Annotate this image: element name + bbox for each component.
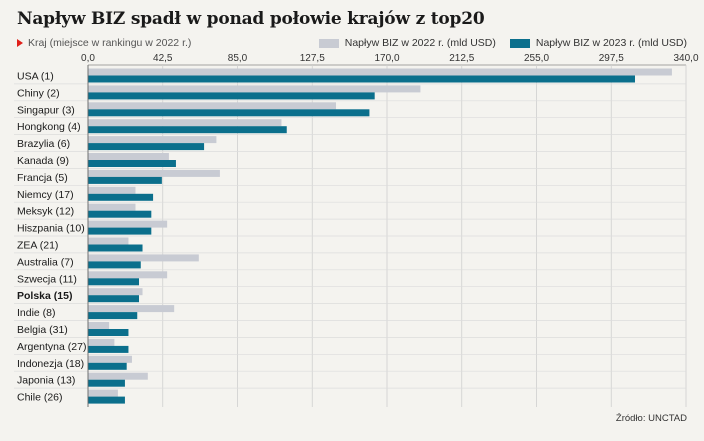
legend-item-2023: Napływ BIZ w 2023 r. (mld USD) — [509, 37, 687, 49]
legend: Napływ BIZ w 2022 r. (mld USD) Napływ BI… — [318, 37, 687, 49]
x-tick-label: 127,5 — [300, 53, 325, 64]
bar-2023 — [88, 193, 154, 201]
bar-2022 — [88, 220, 168, 228]
category-label: Indonezja (18) — [17, 358, 84, 370]
legend-item-2022: Napływ BIZ w 2022 r. (mld USD) — [318, 37, 496, 49]
category-label: Szwecja (11) — [17, 273, 77, 285]
bar-2023 — [88, 75, 635, 83]
bar-2023 — [88, 92, 375, 100]
bar-2023 — [88, 109, 370, 117]
bar-2023 — [88, 379, 125, 387]
bar-2022 — [88, 372, 148, 380]
bar-2022 — [88, 203, 136, 211]
category-label: Indie (8) — [17, 307, 56, 319]
bar-2023 — [88, 143, 205, 151]
category-label: Polska (15) — [17, 290, 72, 302]
bar-2022 — [88, 85, 421, 93]
bar-2022 — [88, 355, 132, 363]
x-tick-label: 0,0 — [81, 53, 95, 64]
bar-2023 — [88, 176, 162, 184]
bar-2023 — [88, 126, 287, 134]
x-tick-label: 42,5 — [153, 53, 173, 64]
category-label: Singapur (3) — [17, 104, 75, 116]
category-label: Kanada (9) — [17, 155, 69, 167]
category-label: Chile (26) — [17, 392, 63, 404]
bar-2022 — [88, 186, 136, 194]
subtitle-text: Kraj (miejsce w rankingu w 2022 r.) — [28, 37, 192, 49]
x-tick-label: 212,5 — [449, 53, 474, 64]
bar-2022 — [88, 389, 118, 397]
bar-2023 — [88, 329, 129, 336]
bar-2023 — [88, 345, 129, 353]
bar-2022 — [88, 68, 672, 76]
bar-2023 — [88, 210, 152, 218]
category-label: ZEA (21) — [17, 239, 58, 251]
category-label: Francja (5) — [17, 172, 68, 184]
bar-2022 — [88, 305, 175, 313]
bar-2023 — [88, 396, 125, 404]
bar-2022 — [88, 322, 110, 329]
bar-2022 — [88, 119, 282, 127]
bar-2023 — [88, 362, 127, 370]
category-label: USA (1) — [17, 70, 54, 82]
category-label: Chiny (2) — [17, 87, 60, 99]
bar-2022 — [88, 271, 168, 279]
legend-swatch-2022 — [318, 38, 339, 48]
category-label: Hongkong (4) — [17, 121, 81, 133]
triangle-marker-icon — [17, 39, 23, 47]
x-tick-label: 255,0 — [524, 53, 549, 64]
bar-2023 — [88, 278, 140, 286]
bar-2022 — [88, 254, 199, 262]
source-note: Źródło: UNCTAD — [615, 413, 687, 424]
category-label: Hiszpania (10) — [17, 223, 85, 235]
x-tick-label: 297,5 — [599, 53, 624, 64]
chart-subtitle: Kraj (miejsce w rankingu w 2022 r.) — [17, 37, 191, 49]
category-label: Argentyna (27) — [17, 341, 86, 353]
category-label: Australia (7) — [17, 256, 74, 268]
bar-2023 — [88, 261, 141, 269]
legend-label-2023: Napływ BIZ w 2023 r. (mld USD) — [535, 37, 687, 49]
bar-2022 — [88, 338, 115, 346]
category-label: Niemcy (17) — [17, 189, 74, 201]
bar-2023 — [88, 244, 143, 252]
x-tick-label: 85,0 — [228, 53, 248, 64]
category-label: Japonia (13) — [17, 375, 75, 387]
category-label: Belgia (31) — [17, 324, 68, 336]
bar-2023 — [88, 312, 138, 320]
category-label: Meksyk (12) — [17, 206, 74, 218]
bar-2023 — [88, 295, 140, 303]
x-tick-label: 340,0 — [673, 53, 698, 64]
bar-2023 — [88, 227, 152, 235]
bar-2022 — [88, 153, 169, 160]
bar-2022 — [88, 102, 336, 110]
bar-2022 — [88, 136, 217, 144]
category-label: Brazylia (6) — [17, 138, 70, 150]
legend-label-2022: Napływ BIZ w 2022 r. (mld USD) — [344, 37, 496, 49]
bar-2022 — [88, 237, 129, 245]
bar-2022 — [88, 288, 143, 296]
bar-2022 — [88, 169, 220, 177]
chart-title: Napływ BIZ spadł w ponad połowie krajów … — [17, 9, 485, 29]
x-tick-label: 170,0 — [374, 53, 399, 64]
legend-swatch-2023 — [509, 38, 530, 48]
bar-2023 — [88, 160, 176, 167]
